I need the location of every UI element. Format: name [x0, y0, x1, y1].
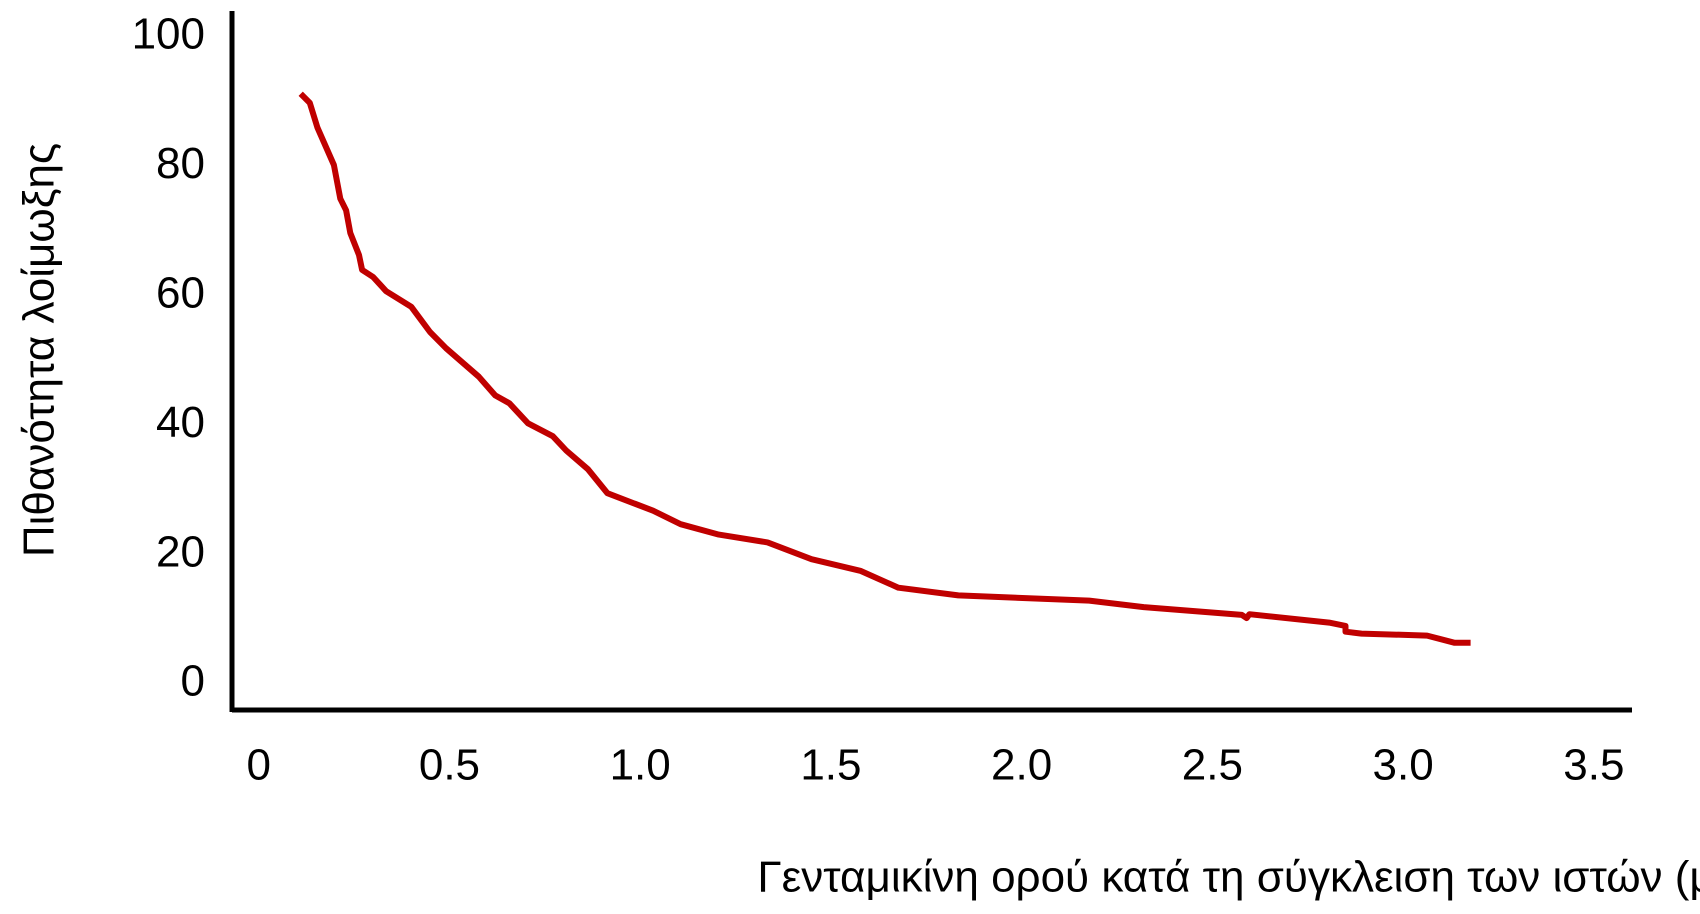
- y-tick-label: 20: [156, 527, 205, 576]
- y-tick-label: 0: [181, 657, 205, 706]
- x-tick-label: 2.0: [991, 741, 1052, 790]
- x-tick-label: 0: [246, 741, 270, 790]
- x-tick-label: 2.5: [1182, 741, 1243, 790]
- y-axis-label: Πιθανότητα λοίμωξης: [15, 143, 64, 557]
- y-tick-label: 100: [132, 10, 205, 59]
- x-tick-label: 1.5: [800, 741, 861, 790]
- y-tick-label: 40: [156, 398, 205, 447]
- y-tick-label: 80: [156, 139, 205, 188]
- y-tick-label: 60: [156, 268, 205, 317]
- data-line: [298, 91, 1471, 646]
- x-tick-label: 1.0: [610, 741, 671, 790]
- x-tick-label: 3.5: [1563, 741, 1624, 790]
- x-tick-label: 3.0: [1373, 741, 1434, 790]
- x-axis-label: Γενταμικίνη ορού κατά τη σύγκλειση των ι…: [757, 853, 1700, 902]
- x-tick-label: 0.5: [419, 741, 480, 790]
